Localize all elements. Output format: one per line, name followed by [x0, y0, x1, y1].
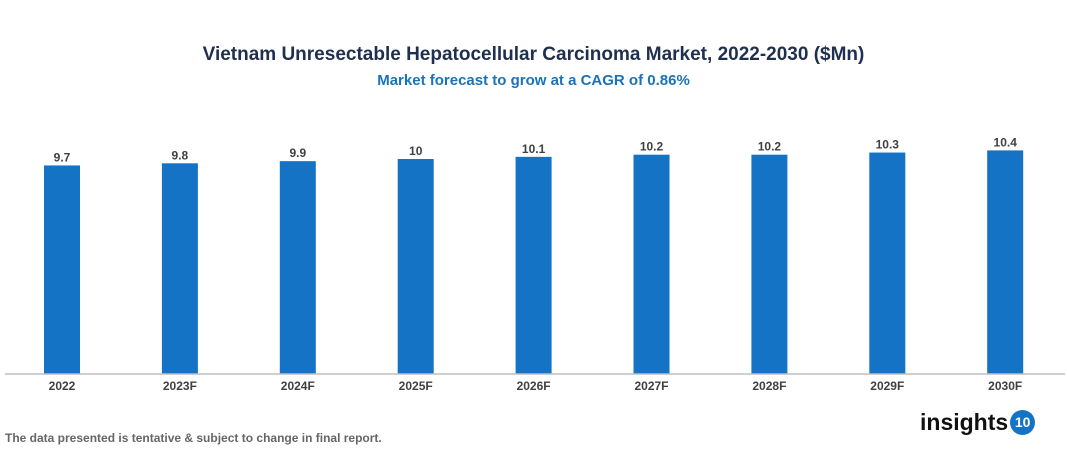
x-tick-label: 2028F	[752, 379, 786, 393]
data-label: 9.8	[172, 148, 189, 162]
x-tick-label: 2030F	[988, 379, 1022, 393]
x-tick-label: 2025F	[399, 379, 433, 393]
x-tick-label: 2024F	[281, 379, 315, 393]
chart-subtitle: Market forecast to grow at a CAGR of 0.8…	[377, 72, 690, 89]
chart-title: Vietnam Unresectable Hepatocellular Carc…	[202, 44, 865, 65]
data-label: 9.9	[289, 146, 306, 160]
data-label: 10.3	[876, 138, 900, 152]
data-label: 10.2	[758, 140, 782, 154]
x-tick-label: 2026F	[517, 379, 551, 393]
bar	[161, 163, 198, 374]
bar	[44, 165, 80, 374]
data-label: 9.7	[54, 150, 71, 164]
data-label: 10.4	[994, 135, 1018, 149]
data-label: 10	[409, 144, 423, 158]
bar	[397, 159, 434, 374]
x-tick-label: 2027F	[634, 379, 668, 393]
x-tick-label: 2029F	[870, 379, 904, 393]
bar	[515, 156, 552, 374]
bar	[279, 161, 316, 374]
bar	[633, 154, 670, 374]
bar	[751, 154, 788, 374]
logo-text: insights	[920, 409, 1009, 435]
insights10-logo: insights 10	[920, 409, 1036, 436]
x-tick-label: 2022	[49, 379, 76, 393]
logo-badge: 10	[1010, 410, 1036, 435]
data-label: 10.1	[522, 142, 546, 156]
x-tick-label: 2023F	[163, 379, 197, 393]
footnote: The data presented is tentative & subjec…	[5, 431, 382, 445]
bar	[987, 150, 1024, 374]
bar	[869, 152, 906, 374]
data-label: 10.2	[640, 140, 664, 154]
